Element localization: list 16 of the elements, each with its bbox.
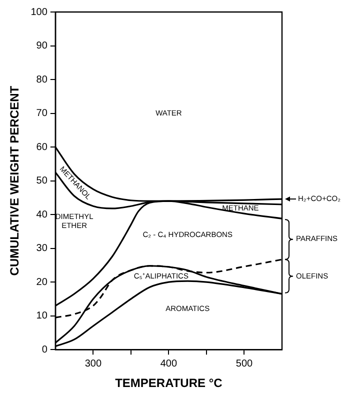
y-tick-label: 0 [42, 344, 48, 356]
y-tick-label: 90 [36, 40, 48, 52]
x-tick-label: 400 [160, 358, 178, 370]
y-tick-label: 10 [36, 310, 48, 322]
x-tick-label: 500 [236, 358, 254, 370]
y-tick-label: 80 [36, 74, 48, 86]
y-tick-label: 60 [36, 142, 48, 153]
y-tick-label: 40 [36, 209, 48, 220]
x-axis-title: TEMPERATURE °C [115, 376, 223, 390]
x-tick-label: 300 [84, 358, 102, 370]
y-tick-label: 100 [30, 6, 48, 18]
y-tick-label: 30 [36, 243, 48, 254]
y-tick-label: 20 [36, 276, 48, 288]
y-tick-label: 70 [36, 108, 48, 120]
y-axis-title: CUMULATIVE WEIGHT PERCENT [8, 85, 22, 276]
y-tick-label: 50 [36, 176, 48, 187]
